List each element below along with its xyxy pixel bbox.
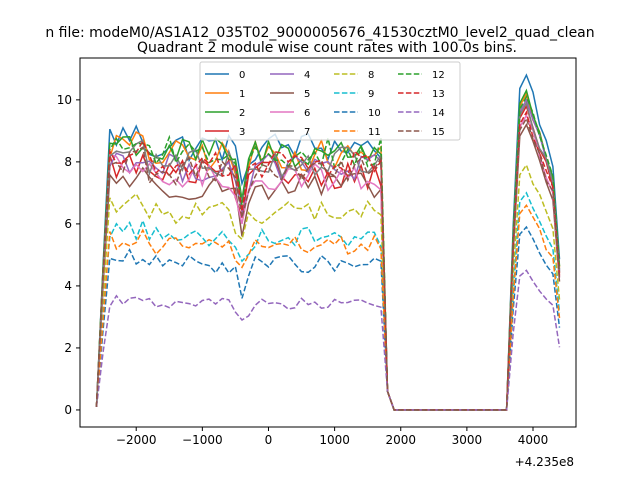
plot-frame <box>79 57 577 428</box>
series-line-15 <box>95 116 561 411</box>
legend-label-13: 13 <box>432 89 445 100</box>
x-tick-label: −2000 <box>116 433 157 447</box>
x-tick-label: 1000 <box>319 433 350 447</box>
legend-label-1: 1 <box>239 89 245 100</box>
x-offset-label: +4.235e8 <box>515 455 574 469</box>
y-tick-label: 10 <box>57 93 72 107</box>
legend-label-8: 8 <box>368 70 374 81</box>
series-line-14 <box>95 269 561 411</box>
x-tick-label: −1000 <box>182 433 223 447</box>
y-axis: 0 2 4 6 8 10 <box>57 93 80 417</box>
y-tick-label: 4 <box>64 279 72 293</box>
legend-label-3: 3 <box>239 127 245 138</box>
x-tick-label: 0 <box>265 433 273 447</box>
y-tick-label: 0 <box>64 403 72 417</box>
series-line-12 <box>95 95 561 411</box>
series-line-8 <box>95 163 561 411</box>
legend-label-0: 0 <box>239 70 245 81</box>
x-tick-label: 2000 <box>385 433 416 447</box>
legend-label-7: 7 <box>304 127 310 138</box>
series-line-10 <box>95 225 561 411</box>
series-line-9 <box>95 191 561 411</box>
series-line-5 <box>95 122 561 411</box>
x-tick-label: 4000 <box>518 433 549 447</box>
series-line-7 <box>95 100 561 411</box>
figure-suptitle: n file: modeM0/AS1A12_035T02_9000005676_… <box>45 25 594 41</box>
legend-label-11: 11 <box>368 127 381 138</box>
x-axis: −2000 −1000 0 1000 2000 3000 4000 <box>116 427 548 447</box>
legend-label-5: 5 <box>304 89 310 100</box>
legend-label-6: 6 <box>304 108 310 119</box>
series-layer <box>95 73 561 411</box>
legend-label-2: 2 <box>239 108 245 119</box>
chart-title: Quadrant 2 module wise count rates with … <box>137 40 517 56</box>
y-tick-label: 6 <box>64 217 72 231</box>
y-tick-label: 8 <box>64 155 72 169</box>
legend-label-4: 4 <box>304 70 310 81</box>
legend-label-10: 10 <box>368 108 381 119</box>
x-tick-label: 3000 <box>452 433 483 447</box>
y-tick-label: 2 <box>64 341 72 355</box>
legend-label-12: 12 <box>432 70 445 81</box>
legend-label-9: 9 <box>368 89 374 100</box>
legend-label-15: 15 <box>432 127 445 138</box>
legend-box <box>199 61 461 141</box>
legend-label-14: 14 <box>432 108 445 119</box>
